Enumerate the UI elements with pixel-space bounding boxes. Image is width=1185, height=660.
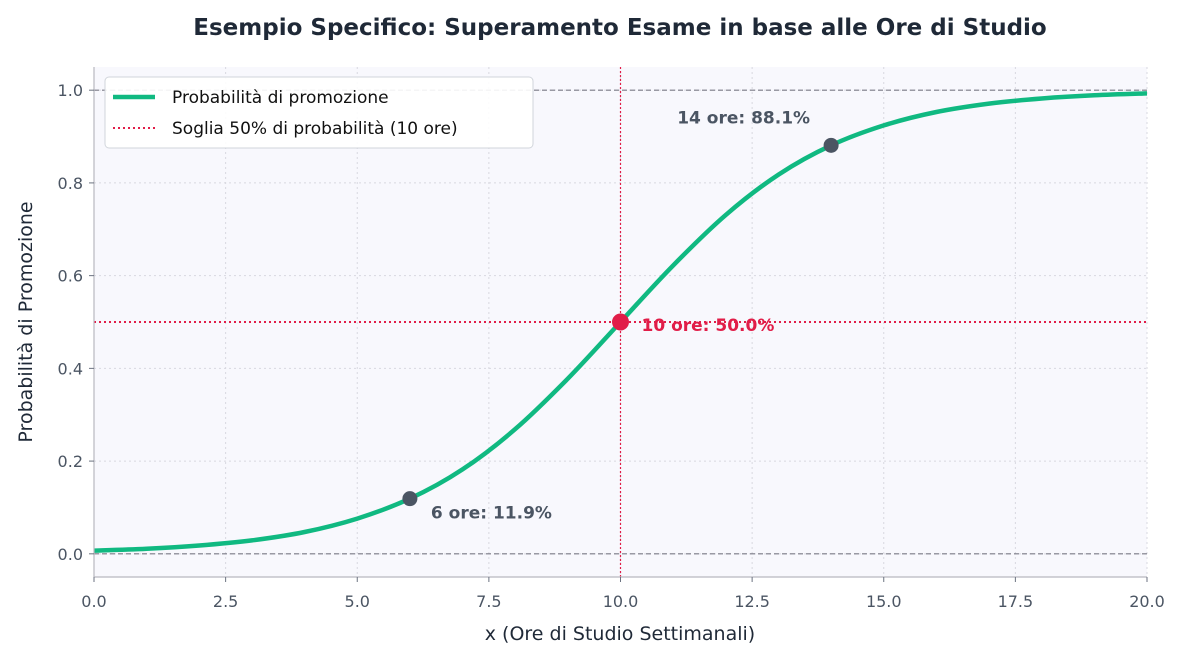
x-tick-label: 0.0 — [81, 592, 106, 611]
y-tick-label: 0.2 — [58, 452, 83, 471]
x-tick-label: 2.5 — [213, 592, 238, 611]
y-axis-label: Probabilità di Promozione — [15, 201, 37, 442]
highlight-points: 6 ore: 11.9% 10 ore: 50.0% 14 ore: 88.1% — [402, 108, 839, 524]
x-axis-ticks: 0.0 2.5 5.0 7.5 10.0 12.5 15.0 17.5 20.0 — [81, 577, 1165, 611]
y-tick-label: 0.4 — [58, 359, 83, 378]
legend-box — [104, 76, 534, 149]
legend-label-curve: Probabilità di promozione — [172, 88, 389, 108]
point-marker — [612, 313, 629, 331]
x-tick-label: 15.0 — [866, 592, 902, 611]
legend: Probabilità di promozione Soglia 50% di … — [104, 76, 534, 149]
y-tick-label: 0.8 — [58, 174, 83, 193]
y-tick-label: 0.0 — [58, 545, 83, 564]
point-annotation: 10 ore: 50.0% — [642, 316, 775, 336]
point-annotation: 14 ore: 88.1% — [677, 108, 810, 128]
x-tick-label: 7.5 — [476, 592, 501, 611]
chart-title: Esempio Specifico: Superamento Esame in … — [193, 15, 1046, 41]
x-tick-label: 10.0 — [603, 592, 639, 611]
x-tick-label: 5.0 — [345, 592, 370, 611]
point-marker — [823, 137, 839, 153]
point-annotation: 6 ore: 11.9% — [431, 504, 552, 524]
x-axis-label: x (Ore di Studio Settimanali) — [485, 623, 755, 645]
x-tick-label: 20.0 — [1129, 592, 1165, 611]
point-marker — [402, 491, 418, 507]
y-tick-label: 1.0 — [58, 81, 83, 100]
legend-label-threshold: Soglia 50% di probabilità (10 ore) — [172, 119, 458, 139]
x-tick-label: 12.5 — [734, 592, 770, 611]
y-tick-label: 0.6 — [58, 267, 83, 286]
x-tick-label: 17.5 — [998, 592, 1034, 611]
y-axis-ticks: 0.0 0.2 0.4 0.6 0.8 1.0 — [58, 81, 94, 564]
